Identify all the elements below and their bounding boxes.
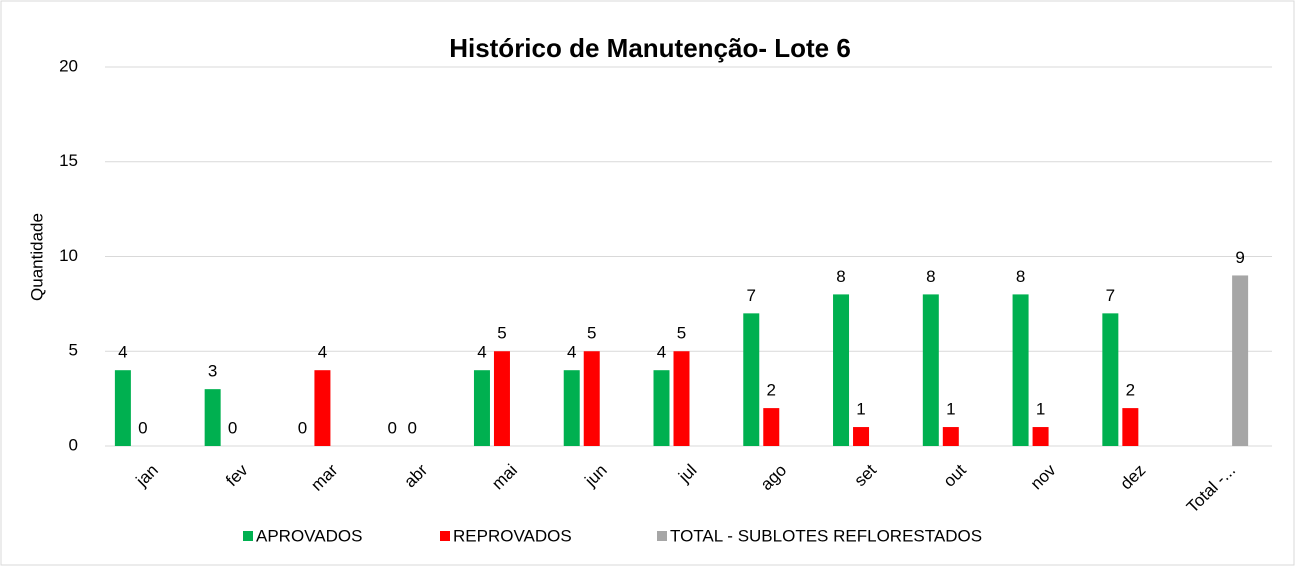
bar (493, 351, 510, 446)
legend-label: APROVADOS (256, 526, 362, 545)
y-tick-label: 15 (59, 151, 78, 170)
legend-label: REPROVADOS (453, 526, 572, 545)
y-axis-label: Quantidade (27, 213, 46, 301)
data-label: 5 (497, 324, 506, 343)
data-label: 7 (1106, 286, 1115, 305)
bar (114, 370, 131, 446)
y-tick-label: 20 (59, 56, 78, 75)
y-tick-label: 0 (69, 435, 78, 454)
bar (1102, 313, 1119, 446)
bar (473, 370, 490, 446)
bar (653, 370, 670, 446)
bar (853, 427, 870, 446)
bar (563, 370, 580, 446)
data-label: 1 (856, 400, 865, 419)
data-label: 2 (1126, 381, 1135, 400)
bar (1232, 275, 1249, 446)
bar (204, 389, 221, 446)
data-label: 0 (138, 418, 147, 437)
legend-swatch (243, 531, 253, 541)
y-tick-label: 10 (59, 246, 78, 265)
bar (833, 294, 850, 446)
data-label: 4 (657, 343, 666, 362)
legend-swatch (440, 531, 450, 541)
data-label: 0 (407, 418, 416, 437)
bar (763, 408, 780, 446)
y-tick-label: 5 (69, 341, 78, 360)
bar (743, 313, 760, 446)
legend-swatch (657, 531, 667, 541)
bar (1122, 408, 1139, 446)
data-label: 0 (228, 418, 237, 437)
data-label: 3 (208, 362, 217, 381)
bar (314, 370, 331, 446)
chart-title: Histórico de Manutenção- Lote 6 (449, 33, 851, 63)
bar (1032, 427, 1049, 446)
bar (583, 351, 600, 446)
data-label: 1 (1036, 400, 1045, 419)
data-label: 8 (926, 267, 935, 286)
data-label: 7 (747, 286, 756, 305)
data-label: 1 (946, 400, 955, 419)
bar (673, 351, 690, 446)
data-label: 5 (587, 324, 596, 343)
bar (942, 427, 959, 446)
data-label: 2 (767, 381, 776, 400)
bar (1012, 294, 1029, 446)
data-label: 4 (477, 343, 486, 362)
bar (922, 294, 939, 446)
data-label: 4 (318, 343, 327, 362)
data-label: 0 (387, 418, 396, 437)
data-label: 5 (677, 324, 686, 343)
legend-label: TOTAL - SUBLOTES REFLORESTADOS (670, 526, 982, 545)
data-label: 8 (1016, 267, 1025, 286)
data-label: 9 (1235, 248, 1244, 267)
data-label: 0 (298, 418, 307, 437)
data-label: 8 (836, 267, 845, 286)
data-label: 4 (118, 343, 127, 362)
data-label: 4 (567, 343, 576, 362)
